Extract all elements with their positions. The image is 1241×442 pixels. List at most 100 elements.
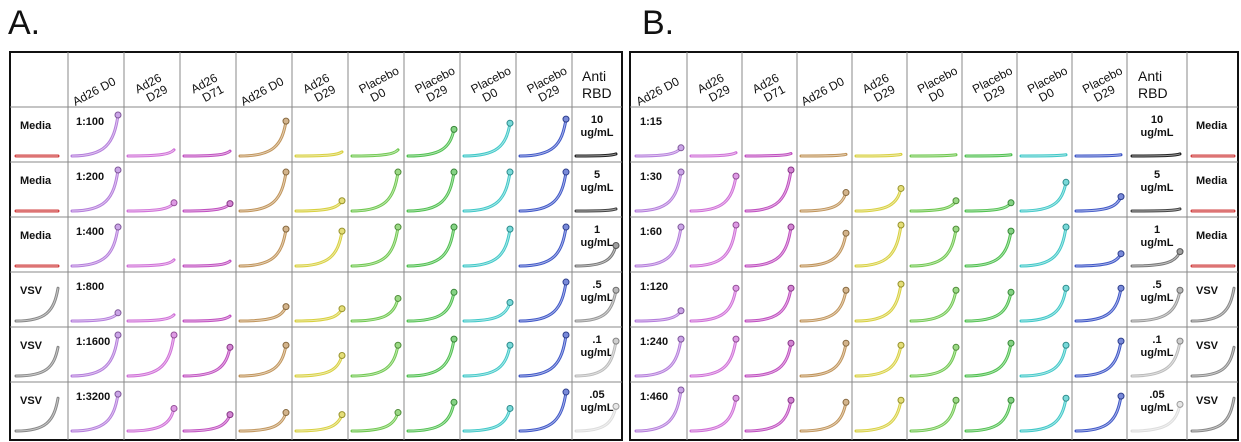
panel-b-curve-r1-c0-point [677, 168, 685, 176]
panel-a-curve-r4-c6-highlight [407, 339, 455, 377]
panel-a-curve-r0-c0-highlight [71, 114, 119, 157]
panel-a-curve-r0-c7-highlight [463, 123, 511, 157]
panel-b-curve-r5-c0-point [677, 386, 685, 394]
panel-a-curve-r5-c8-line [518, 390, 568, 433]
panel-a-curve-r2-c0-highlight [71, 226, 119, 267]
panel-b-curve-r3-c7-point [1062, 284, 1070, 292]
panel-b-curve-r0-c3-highlight [800, 153, 847, 157]
panel-b-curve-r2-c6-point [1007, 227, 1015, 235]
panel-a-curve-r3-c5-line [350, 296, 400, 323]
panel-a-curve-r5-c5-point [394, 409, 402, 417]
panel-b-panel-border [629, 51, 1239, 441]
panel-a-curve-r3-c8-line [518, 280, 568, 323]
panel-a-curve-r2-c8-highlight [519, 226, 567, 267]
panel-b-curve-r5-c7-line [1019, 396, 1068, 433]
panel-a-curve-r1-c6-point [450, 168, 458, 176]
panel-b-curve-r3-c6-highlight [965, 292, 1012, 322]
panel-b-curve-r2-c5-point [952, 225, 960, 233]
panel-b-curve-r3-c4-line [854, 282, 903, 323]
panel-b-control-conc-5: .05 ug/mL [1141, 389, 1174, 414]
panel-a-curve-r4-c4-point [338, 352, 346, 359]
panel-b-curve-r4-c5-point [952, 343, 960, 351]
panel-b-curve-r3-c1-highlight [690, 288, 737, 322]
panel-a-curve-r4-c0-point [114, 331, 122, 339]
panel-b-curve-r2-c7-point [1062, 223, 1070, 231]
panel-a-curve-r5-c2-point [226, 411, 234, 419]
panel-a-curve-r1-c7-point [506, 168, 514, 176]
panel-b-curve-r5-c6-point [1007, 396, 1015, 404]
panel-b-curve-r5-c1-line [689, 396, 738, 433]
panel-a-curve-r1-c7-line [462, 170, 512, 213]
panel-b-curve-r2-c2-highlight [745, 226, 792, 267]
panel-a-curve-r0-c5-highlight [351, 149, 399, 157]
panel-b-curve-r4-c7-highlight [1020, 345, 1067, 377]
panel-b-curve-r3-c5-point [952, 286, 960, 294]
panel-b-curve-r2-c3-highlight [800, 233, 847, 267]
panel-a-curve-r5-c1-highlight [127, 408, 175, 432]
panel-a-control-conc-3: .5 ug/mL [581, 279, 614, 304]
panel-a-curve-r1-c6-line [406, 170, 456, 213]
panel-b-curve-r1-c7-point [1062, 178, 1070, 186]
panel-a-curve-r5-c4-point [338, 411, 346, 419]
panel-b-curve-r3-c2-point [787, 284, 795, 292]
panel-b-column-header-2: Ad26D71 [750, 71, 788, 108]
panel-a-dilution-5: 1:3200 [76, 391, 110, 403]
panel-b-curve-r1-c4-line [854, 186, 903, 213]
panel-b-curve-r4-c6-point [1007, 339, 1015, 347]
panel-a-curve-r0-c8-point [562, 115, 570, 123]
panel-b-curve-r2-c1-highlight [690, 224, 737, 267]
panel-a-curve-r0-c3-point [282, 117, 290, 125]
panel-a-curve-r3-c0-line [70, 311, 120, 323]
panel-b-curve-r5-c4-line [854, 398, 903, 433]
panel-b-control-curve-3-highlight [1131, 290, 1181, 322]
panel-a-row-label-2: Media [20, 230, 52, 242]
panel-a-dilution-4: 1:1600 [76, 336, 110, 348]
panel-b-dilution-0: 1:15 [640, 116, 662, 128]
panel-b-curve-r5-c5-point [952, 396, 960, 404]
panel-b-row-label-curve-3-highlight [1191, 288, 1235, 322]
panel-b-curve-r3-c1-point [732, 284, 740, 292]
panel-a-dilution-2: 1:400 [76, 226, 104, 238]
panel-b-column-header-6: PlaceboD29 [970, 63, 1021, 107]
panel-a-control-conc-5: .05 ug/mL [581, 389, 614, 414]
panel-a-curve-r3-c5-point [394, 294, 402, 302]
panel-a-curve-r5-c1-point [170, 404, 178, 412]
panel-b-curve-r2-c3-line [799, 231, 848, 268]
panel-b-curve-r5-c1-point [732, 394, 740, 402]
panel-a-curve-r4-c6-point [450, 335, 458, 343]
panel-a-curve-r2-c6-point [450, 223, 458, 231]
panel-b-control-curve-4-highlight [1131, 341, 1181, 377]
panel-a-control-curve-4-highlight [575, 341, 617, 377]
panel-a-curve-r0-c4-highlight [295, 151, 343, 157]
panel-b-dilution-1: 1:30 [640, 171, 662, 183]
panel-a-curve-r4-c1-line [126, 333, 176, 378]
panel-b-curve-r4-c8-point [1117, 337, 1125, 345]
panel-b-control-header: Anti RBD [1138, 68, 1168, 101]
panel-b-curve-r4-c2-highlight [745, 343, 792, 377]
panel-b-control-curve-1-highlight [1131, 208, 1181, 212]
panel-b-curve-r0-c7-highlight [1020, 154, 1067, 157]
panel-b-curve-r1-c5-line [909, 199, 958, 213]
panel-b-curve-r2-c3-point [842, 229, 850, 237]
panel-b-curve-r1-c0-highlight [635, 171, 682, 212]
panel-a-control-conc-0: 10 ug/mL [581, 114, 614, 139]
panel-a-column-header-3: Ad26 D0 [238, 74, 286, 108]
panel-b-curve-r4-c8-line [1074, 339, 1123, 378]
panel-a-curve-r3-c7-point [506, 299, 514, 307]
panel-a-curve-r3-c8-point [562, 278, 570, 286]
panel-b-curve-r4-c1-highlight [690, 339, 737, 377]
panel-b-curve-r5-c8-highlight [1075, 396, 1122, 432]
panel-a-curve-r0-c6-point [450, 125, 458, 133]
panel-a-curve-r5-c7-point [506, 404, 514, 412]
panel-b-curve-r5-c7-highlight [1020, 398, 1067, 432]
panel-b-row-label-curve-4-highlight [1191, 347, 1235, 377]
panel-a-control-conc-4: .1 ug/mL [581, 334, 614, 359]
panel-a-control-curve-5-point [612, 402, 620, 410]
panel-b-curve-r1-c6-line [964, 201, 1013, 213]
panel-b-control-conc-1: 5 ug/mL [1141, 169, 1174, 194]
panel-b-curve-r2-c6-line [964, 229, 1013, 268]
panel-a-curve-r2-c3-point [282, 225, 290, 233]
panel-b-curve-r3-c8-line [1074, 286, 1123, 323]
panel-b-control-curve-5-highlight [1131, 404, 1181, 432]
panel-b-control-conc-3: .5 ug/mL [1141, 279, 1174, 304]
